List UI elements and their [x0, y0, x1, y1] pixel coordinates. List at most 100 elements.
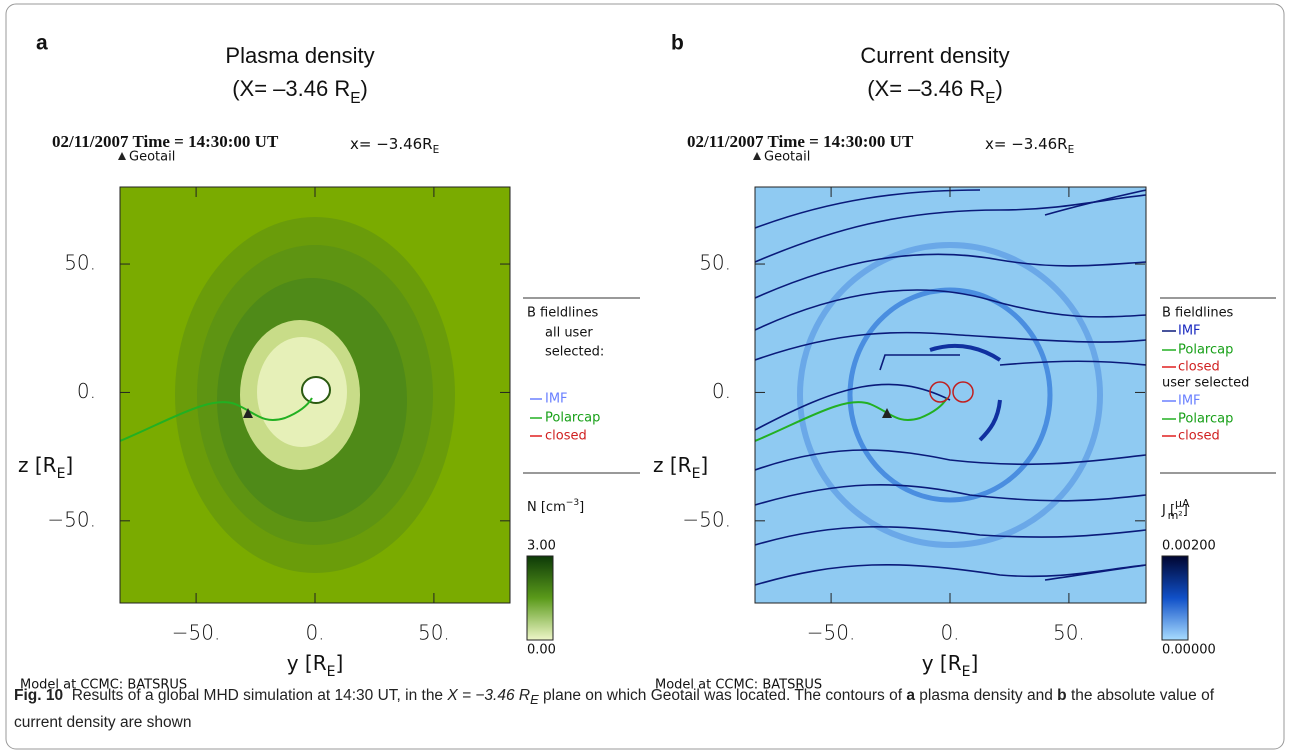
legend-entry: user selected	[1162, 376, 1249, 391]
legend-entry: closed	[545, 429, 587, 444]
marker-label: Geotail	[764, 150, 810, 165]
y-axis-label-part: z [R	[18, 453, 57, 477]
caption-text: plasma density	[914, 687, 1023, 704]
legend-entry: IMF	[545, 392, 568, 407]
x-tick-label: 50.	[418, 621, 450, 645]
legend-entry: IMF	[1178, 394, 1201, 409]
caption-text: Results of a global MHD simulation at 14…	[71, 687, 448, 704]
geotail-icon	[118, 152, 126, 160]
colorbar-tick-label: 0.00000	[1162, 643, 1216, 658]
x-axis-label-part: ]	[335, 651, 343, 675]
caption-math: X = −3.46 R	[447, 687, 531, 704]
header: 02/11/2007 Time = 14:30:00 UT	[52, 132, 279, 151]
density-map	[120, 187, 510, 603]
y-tick-label: 0.	[712, 379, 731, 403]
y-axis-label-part: z [R	[653, 453, 692, 477]
y-tick-label: −50.	[47, 507, 96, 531]
x-tick-label: −50.	[807, 621, 856, 645]
caption-text: the absolute value of current density ar…	[14, 687, 1214, 732]
x-axis-label: y [RE]	[922, 651, 979, 681]
panel-subtitle: (X= –3.46 RE)	[232, 76, 368, 107]
header-position-part: x= −3.46R	[985, 135, 1068, 153]
header: 02/11/2007 Time = 14:30:00 UT	[687, 132, 914, 151]
colorbar-label-part: N [cm	[527, 500, 566, 515]
x-axis-label-part: y [R	[287, 651, 327, 675]
y-tick-label: 50.	[699, 251, 731, 275]
header-position: x= −3.46RE	[350, 135, 439, 157]
panel-subtitle-part: )	[995, 76, 1002, 101]
x-axis-label-part: E	[962, 664, 971, 680]
y-axis-label: z [RE]	[18, 453, 73, 483]
colorbar-label-part: −3	[566, 498, 580, 508]
x-tick-label: 0.	[940, 621, 959, 645]
y-tick-label: 0.	[77, 379, 96, 403]
x-axis-label: y [RE]	[287, 651, 344, 681]
legend-entry: B fieldlines	[1162, 306, 1234, 321]
y-axis-label-part: ]	[700, 453, 708, 477]
footer: Model at CCMC: BATSRUS	[655, 678, 822, 693]
caption-text: plane on which Geotail was located. The …	[538, 687, 907, 704]
colorbar-tick-label: 0.00200	[1162, 539, 1216, 554]
panel-subtitle-part: E	[350, 90, 360, 107]
colorbar	[526, 555, 554, 641]
footer: Model at CCMC: BATSRUS	[20, 678, 187, 693]
colorbar-label-part: ]	[1183, 503, 1188, 518]
header-position-part: x= −3.46R	[350, 135, 433, 153]
colorbar-label-part: ]	[579, 500, 584, 515]
colorbar-tick-label: 0.00	[527, 643, 556, 658]
colorbar-label-part: μA	[1175, 497, 1190, 510]
legend-separators	[523, 297, 1276, 474]
marker-label: Geotail	[129, 150, 175, 165]
panel-subtitle: (X= –3.46 RE)	[867, 76, 1003, 107]
colorbar	[1161, 555, 1189, 641]
x-axis-label-part: ]	[970, 651, 978, 675]
header-position-part: E	[433, 144, 440, 156]
colorbar-label-part: m²	[1168, 509, 1183, 522]
caption-ref: a	[906, 687, 915, 704]
legend-entry: all user	[545, 326, 593, 341]
colorbar-label: N [cm−3]	[527, 498, 584, 515]
y-axis-label-part: ]	[65, 453, 73, 477]
x-axis-label-part: E	[327, 664, 336, 680]
legend-entry: Polarcap	[545, 411, 600, 426]
caption-math: E	[530, 692, 539, 708]
legend-swatches	[530, 330, 1176, 437]
x-tick-label: 0.	[305, 621, 324, 645]
caption-ref: b	[1057, 687, 1067, 704]
panel-title: Plasma density	[225, 43, 374, 68]
caption-text: and	[1022, 687, 1058, 704]
legend-entry: Polarcap	[1178, 412, 1233, 427]
current-map	[755, 187, 1146, 603]
x-tick-label: 50.	[1053, 621, 1085, 645]
panel-subtitle-part: )	[360, 76, 367, 101]
y-axis-label-part: E	[692, 466, 701, 482]
x-axis-label-part: y [R	[922, 651, 962, 675]
panel-subtitle-part: (X= –3.46 R	[232, 76, 350, 101]
panel-letter: b	[671, 32, 684, 55]
colorbar-tick-label: 3.00	[527, 539, 556, 554]
y-axis-label: z [RE]	[653, 453, 708, 483]
panel-subtitle-part: E	[985, 90, 995, 107]
legend-entry: closed	[1178, 360, 1220, 375]
legend-entry: selected:	[545, 345, 604, 360]
y-tick-label: 50.	[64, 251, 96, 275]
frame	[5, 3, 1285, 750]
colorbar-label: J [μA m²]	[1161, 497, 1190, 522]
caption: Fig. 10 Results of a global MHD simulati…	[14, 684, 1264, 734]
colorbar-label-part: J [	[1161, 503, 1175, 518]
legend-entry: IMF	[1178, 324, 1201, 339]
geotail-icon	[753, 152, 761, 160]
panel-subtitle-part: (X= –3.46 R	[867, 76, 985, 101]
panel-title: Current density	[860, 43, 1009, 68]
y-axis-label-part: E	[57, 466, 66, 482]
legend-entry: B fieldlines	[527, 306, 599, 321]
legend-entry: closed	[1178, 429, 1220, 444]
header-position-part: E	[1068, 144, 1075, 156]
y-tick-label: −50.	[682, 507, 731, 531]
x-tick-label: −50.	[172, 621, 221, 645]
legend-entry: Polarcap	[1178, 343, 1233, 358]
caption-label: Fig. 10	[14, 687, 64, 704]
header-position: x= −3.46RE	[985, 135, 1074, 157]
